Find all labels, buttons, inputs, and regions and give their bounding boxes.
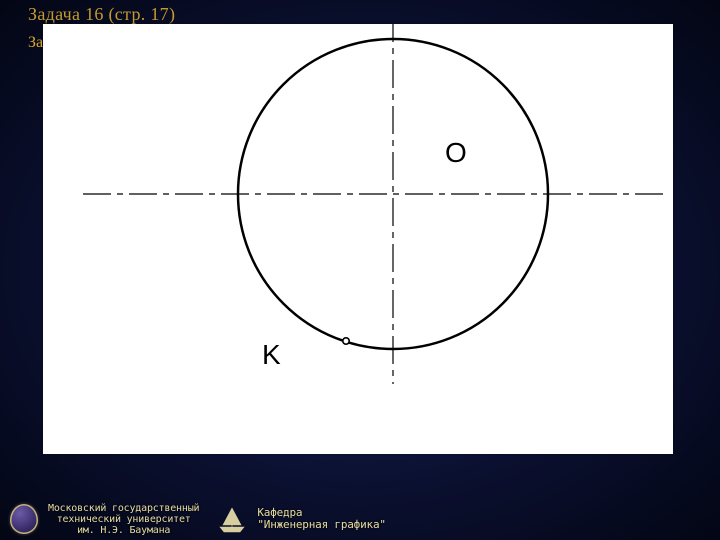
drawing-panel: O K — [43, 24, 673, 454]
university-line1: Московский государственный — [48, 503, 199, 514]
university-line3: им. Н.Э. Баумана — [48, 525, 199, 536]
slide: Задача 16 (стр. 17) Заданы главные проек… — [0, 0, 720, 540]
university-name: Московский государственный технический у… — [48, 503, 199, 536]
label-o: O — [445, 137, 467, 168]
slide-title: Задача 16 (стр. 17) — [28, 4, 175, 25]
point-k-marker — [343, 338, 349, 344]
ship-icon — [217, 505, 247, 533]
department-line2: "Инженерная графика" — [257, 519, 385, 531]
label-k: K — [262, 339, 281, 370]
university-line2: технический университет — [48, 514, 199, 525]
circle-diagram: O K — [43, 24, 673, 454]
university-crest-icon — [10, 504, 38, 534]
department-name: Кафедра "Инженерная графика" — [257, 507, 385, 531]
footer: Московский государственный технический у… — [0, 498, 720, 540]
